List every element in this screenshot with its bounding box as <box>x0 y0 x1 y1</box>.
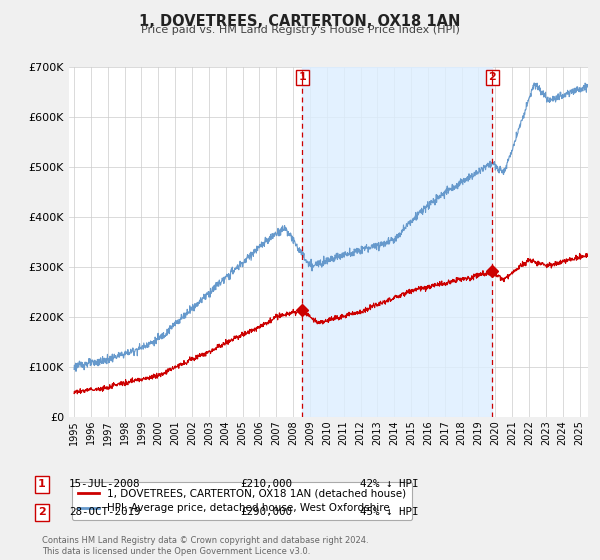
Text: £290,000: £290,000 <box>240 507 292 517</box>
Text: 1, DOVETREES, CARTERTON, OX18 1AN: 1, DOVETREES, CARTERTON, OX18 1AN <box>139 14 461 29</box>
Text: 1: 1 <box>38 479 46 489</box>
Text: 45% ↓ HPI: 45% ↓ HPI <box>360 507 419 517</box>
Text: 15-JUL-2008: 15-JUL-2008 <box>69 479 140 489</box>
Text: 1: 1 <box>298 72 306 82</box>
Text: Price paid vs. HM Land Registry's House Price Index (HPI): Price paid vs. HM Land Registry's House … <box>140 25 460 35</box>
Bar <box>302 67 493 417</box>
Text: 2: 2 <box>488 72 496 82</box>
Text: £210,000: £210,000 <box>240 479 292 489</box>
Text: 2: 2 <box>38 507 46 517</box>
Text: 28-OCT-2019: 28-OCT-2019 <box>69 507 140 517</box>
Legend: 1, DOVETREES, CARTERTON, OX18 1AN (detached house), HPI: Average price, detached: 1, DOVETREES, CARTERTON, OX18 1AN (detac… <box>71 482 412 520</box>
Text: 42% ↓ HPI: 42% ↓ HPI <box>360 479 419 489</box>
Text: Contains HM Land Registry data © Crown copyright and database right 2024.
This d: Contains HM Land Registry data © Crown c… <box>42 536 368 556</box>
